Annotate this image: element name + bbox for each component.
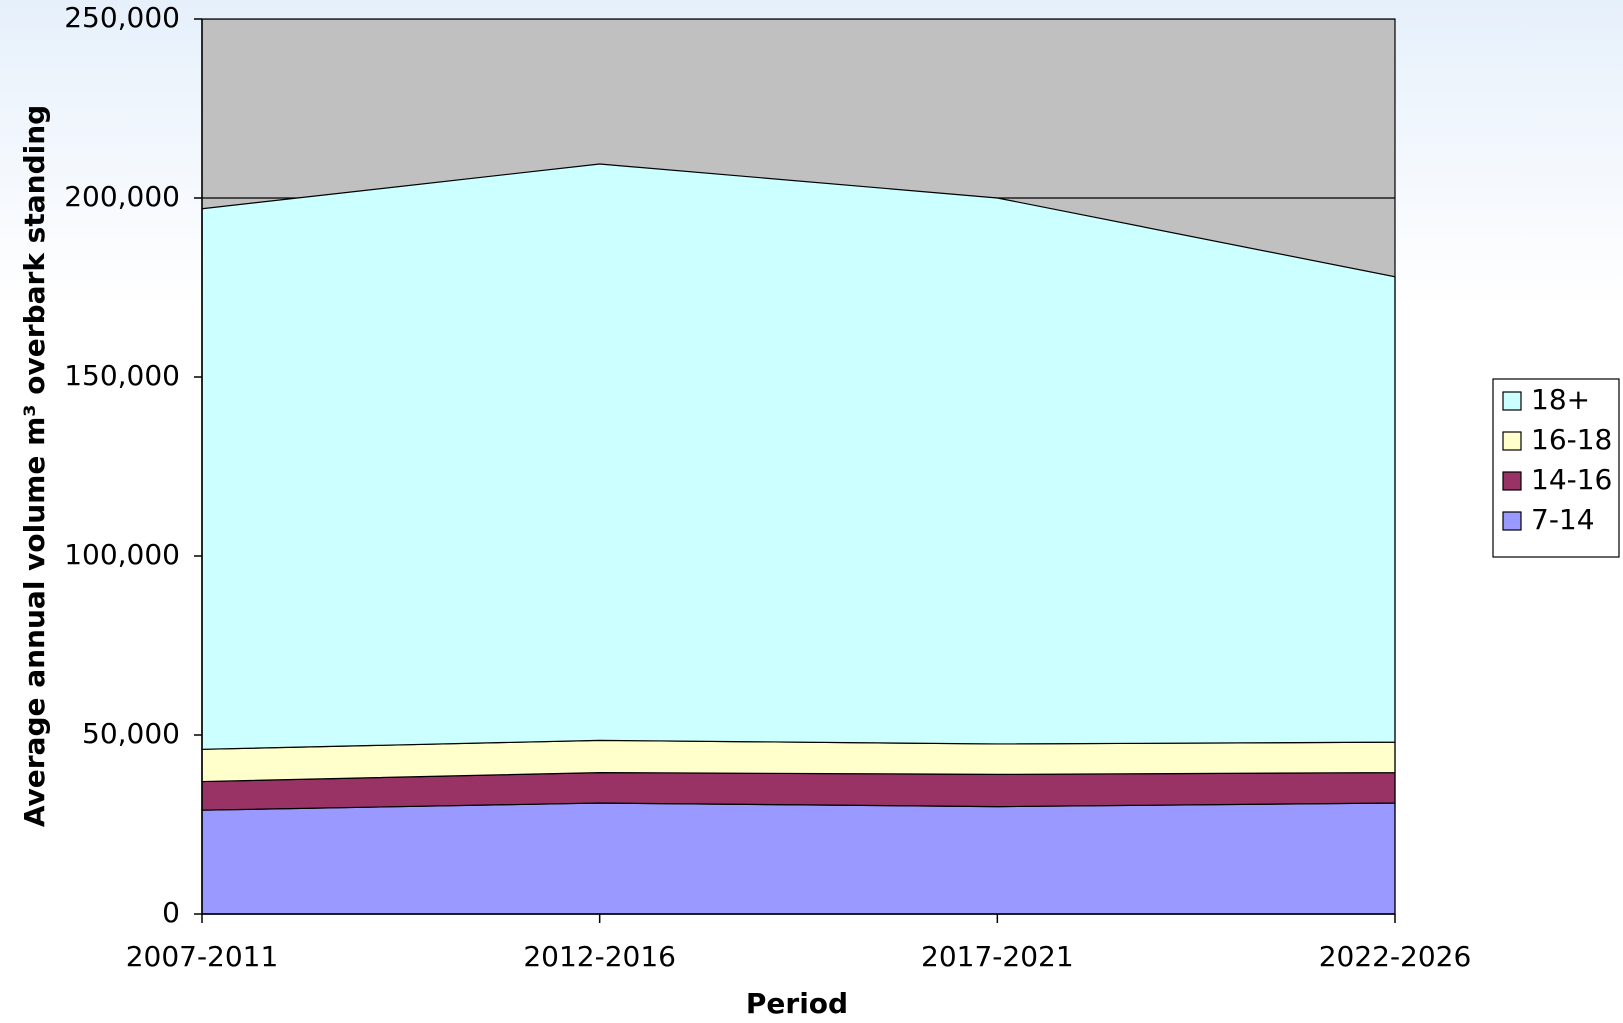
area (201, 771, 1396, 811)
x-tick-label: 2012-2016 (523, 940, 676, 973)
y-tick-label: 250,000 (64, 1, 180, 34)
legend-swatch (1502, 391, 1522, 411)
y-tick-label: 150,000 (64, 359, 180, 392)
y-tick-label: 0 (162, 896, 180, 929)
x-tick-label: 2017-2021 (921, 940, 1074, 973)
legend-label: 14-16 (1531, 463, 1612, 496)
y-tick-label: 100,000 (64, 538, 180, 571)
legend-swatch (1502, 431, 1522, 451)
x-axis-title: Period (746, 987, 848, 1020)
area (201, 163, 1396, 750)
legend-swatch (1502, 471, 1522, 491)
x-tick-label: 2022-2026 (1319, 940, 1472, 973)
y-tick-label: 200,000 (64, 180, 180, 213)
legend-label: 18+ (1531, 383, 1590, 416)
x-tick-label: 2007-2011 (126, 940, 279, 973)
y-axis-title: Average annual volume m³ overbark standi… (18, 105, 51, 827)
area (201, 802, 1396, 915)
legend-label: 16-18 (1531, 423, 1612, 456)
legend-label: 7-14 (1531, 503, 1595, 536)
y-tick-label: 50,000 (82, 717, 180, 750)
legend-swatch (1502, 511, 1522, 531)
